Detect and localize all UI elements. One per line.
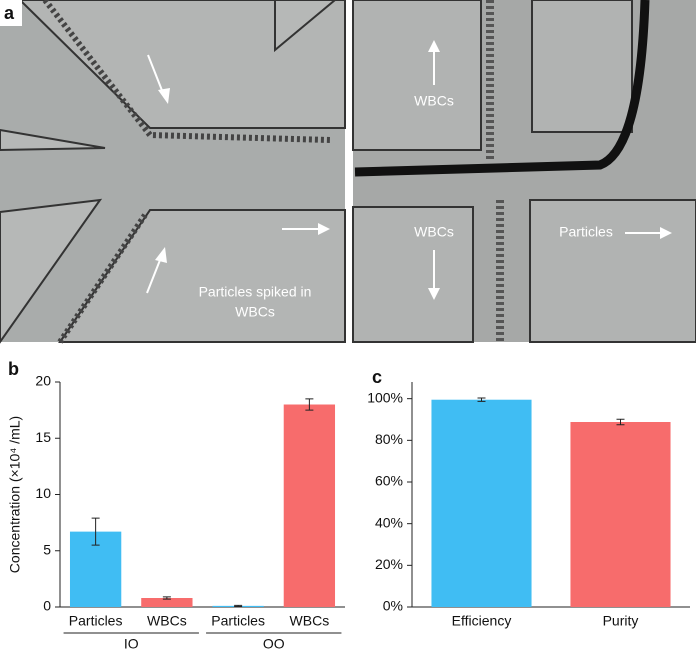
error-bar (234, 604, 243, 607)
panel-label: b (8, 359, 19, 379)
panel-label: c (372, 367, 382, 387)
bar (141, 598, 193, 607)
x-tick-label: WBCs (290, 613, 330, 629)
y-tick-label: 100% (367, 389, 403, 405)
panel-label: a (4, 3, 15, 23)
left-micrograph: Particles spiked in WBCs a (0, 0, 346, 344)
y-tick-label: 15 (35, 429, 51, 445)
error-bar (616, 418, 625, 426)
y-tick-label: 0% (383, 598, 403, 614)
y-tick-label: 0 (43, 598, 51, 614)
bar (431, 399, 532, 607)
error-bar (162, 596, 171, 600)
annotation: WBCs (235, 304, 275, 320)
y-tick-label: 20 (35, 373, 51, 389)
x-tick-label: Purity (603, 613, 639, 629)
annotation: WBCs (414, 224, 454, 240)
x-tick-label: Particles (69, 613, 123, 629)
y-axis-label: Concentration (×10⁴ /mL) (7, 416, 23, 573)
y-tick-label: 40% (375, 514, 403, 530)
group-label: IO (124, 636, 139, 652)
annotation: Particles (559, 224, 613, 240)
error-bar (91, 517, 100, 546)
x-tick-label: Efficiency (452, 613, 512, 629)
bar (283, 404, 336, 607)
annotation: Particles spiked in (199, 284, 312, 300)
y-tick-label: 20% (375, 556, 403, 572)
y-tick-label: 80% (375, 431, 403, 447)
error-bar (305, 398, 314, 411)
y-tick-label: 5 (43, 541, 51, 557)
bar (570, 422, 671, 607)
annotation: WBCs (414, 93, 454, 109)
y-tick-label: 60% (375, 473, 403, 489)
right-micrograph: WBCs WBCs Particles (352, 0, 696, 343)
group-label: OO (263, 636, 285, 652)
x-tick-label: Particles (211, 613, 265, 629)
y-tick-label: 10 (35, 485, 51, 501)
error-bar (477, 397, 486, 402)
x-tick-label: WBCs (147, 613, 187, 629)
